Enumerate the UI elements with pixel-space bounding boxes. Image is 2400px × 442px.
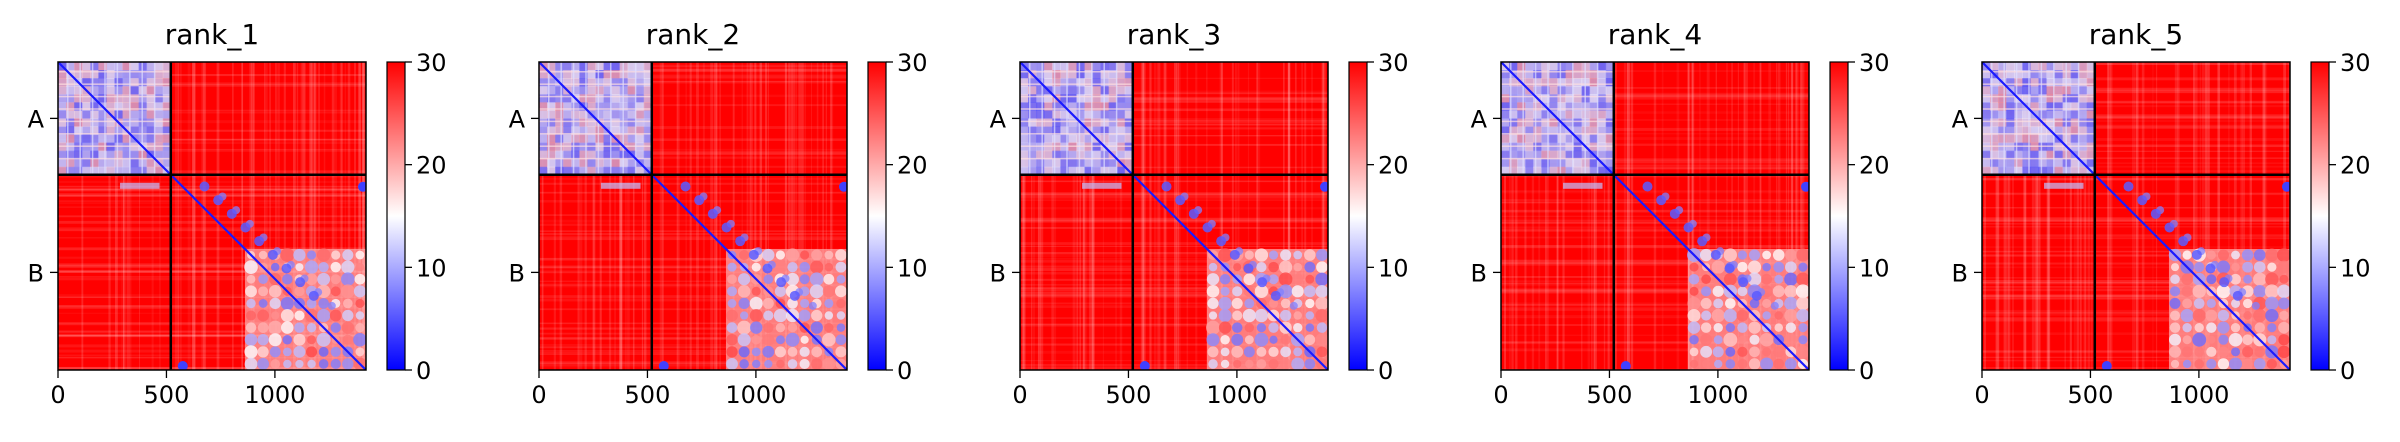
- colorbar-tick-label: 10: [897, 254, 928, 282]
- chain-label: B: [28, 259, 44, 287]
- colorbar-tick-label: 10: [2340, 254, 2371, 282]
- heatmap: [1982, 62, 2290, 370]
- colorbar: [867, 61, 887, 371]
- plot-frame: [1019, 61, 1329, 371]
- colorbar-tick-label: 20: [416, 152, 447, 180]
- chain-label: B: [1952, 259, 1968, 287]
- colorbar-tick-label: 10: [416, 254, 447, 282]
- x-tick-label: 500: [1106, 381, 1152, 409]
- x-tick-label: 1000: [1687, 381, 1748, 409]
- colorbar: [1348, 61, 1368, 371]
- colorbar-tick-label: 0: [897, 357, 912, 385]
- colorbar: [386, 61, 406, 371]
- chain-label: A: [28, 105, 45, 133]
- heatmap: [539, 62, 847, 370]
- plot-frame: [538, 61, 848, 371]
- chain-label: A: [1952, 105, 1969, 133]
- panel-5: rank_5 A B 0 500 1000 0 10 20 30: [1952, 18, 2371, 409]
- x-tick-label: 0: [531, 381, 546, 409]
- heatmap: [1020, 62, 1328, 370]
- colorbar-tick-label: 0: [416, 357, 431, 385]
- heatmap: [58, 62, 366, 370]
- colorbar-tick-label: 20: [897, 152, 928, 180]
- colorbar-tick-label: 20: [2340, 152, 2371, 180]
- chain-label: B: [509, 259, 525, 287]
- colorbar-tick-label: 0: [2340, 357, 2355, 385]
- x-tick-label: 1000: [725, 381, 786, 409]
- colorbar-tick-label: 0: [1378, 357, 1393, 385]
- panel-1: rank_1 A B 0 500 1000 0 10 20 30: [28, 18, 447, 409]
- x-tick-label: 500: [144, 381, 190, 409]
- x-tick-label: 1000: [1206, 381, 1267, 409]
- chart-title: rank_2: [646, 18, 740, 51]
- chart-title: rank_5: [2089, 18, 2183, 51]
- colorbar-tick-label: 30: [416, 49, 447, 77]
- x-tick-label: 0: [1012, 381, 1027, 409]
- panel-3: rank_3 A B 0 500 1000 0 10 20 30: [990, 18, 1409, 409]
- plot-frame: [1500, 61, 1810, 371]
- colorbar: [1829, 61, 1849, 371]
- colorbar-tick-label: 30: [897, 49, 928, 77]
- colorbar: [2310, 61, 2330, 371]
- x-tick-label: 1000: [244, 381, 305, 409]
- chart-title: rank_3: [1127, 18, 1221, 51]
- x-tick-label: 1000: [2168, 381, 2229, 409]
- heatmap: [1501, 62, 1809, 370]
- colorbar-tick-label: 30: [2340, 49, 2371, 77]
- x-tick-label: 0: [50, 381, 65, 409]
- chart-title: rank_1: [165, 18, 259, 51]
- panel-4: rank_4 A B 0 500 1000 0 10 20 30: [1471, 18, 1890, 409]
- chain-label: A: [990, 105, 1007, 133]
- colorbar-tick-label: 30: [1378, 49, 1409, 77]
- colorbar-tick-label: 10: [1859, 254, 1890, 282]
- plot-frame: [57, 61, 367, 371]
- chain-label: A: [1471, 105, 1488, 133]
- chart-title: rank_4: [1608, 18, 1702, 51]
- x-tick-label: 0: [1974, 381, 1989, 409]
- colorbar-tick-label: 10: [1378, 254, 1409, 282]
- x-tick-label: 500: [1587, 381, 1633, 409]
- colorbar-tick-label: 20: [1378, 152, 1409, 180]
- x-tick-label: 0: [1493, 381, 1508, 409]
- plot-frame: [1981, 61, 2291, 371]
- chain-label: B: [1471, 259, 1487, 287]
- x-tick-label: 500: [2068, 381, 2114, 409]
- colorbar-tick-label: 30: [1859, 49, 1890, 77]
- chain-label: A: [509, 105, 526, 133]
- colorbar-tick-label: 0: [1859, 357, 1874, 385]
- panel-2: rank_2 A B 0 500 1000 0 10 20 30: [509, 18, 928, 409]
- colorbar-tick-label: 20: [1859, 152, 1890, 180]
- chain-label: B: [990, 259, 1006, 287]
- x-tick-label: 500: [625, 381, 671, 409]
